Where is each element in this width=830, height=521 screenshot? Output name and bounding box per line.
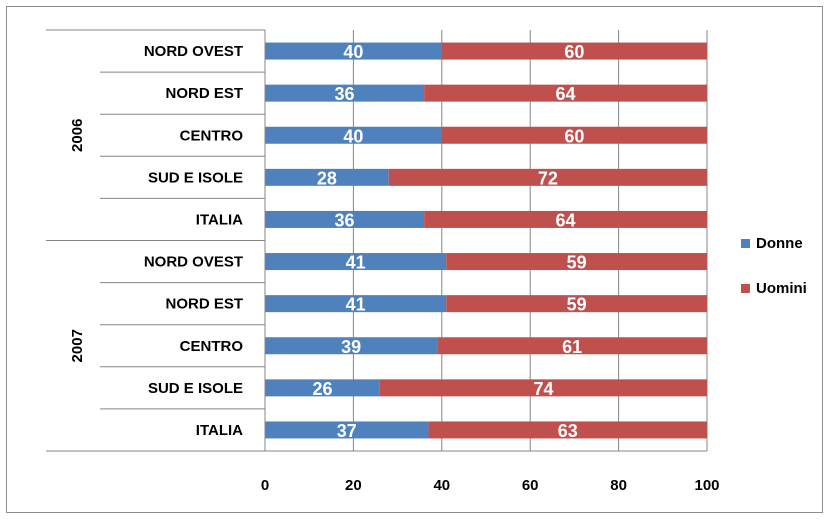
data-label: 37 [337, 421, 357, 441]
bar-uomini [437, 337, 707, 355]
legend: Donne Uomini [741, 235, 807, 297]
category-label: ITALIA [196, 211, 243, 228]
bar-donne [265, 337, 438, 355]
x-tick-labels: 0 20 40 60 80 100 [261, 477, 720, 494]
axes [46, 29, 707, 452]
category-label: NORD EST [165, 85, 243, 102]
x-tick-label: 80 [610, 477, 627, 494]
legend-label-uomini: Uomini [756, 280, 807, 297]
data-label: 41 [346, 253, 366, 273]
data-label: 59 [567, 253, 587, 273]
bar-donne [265, 295, 447, 313]
data-label: 60 [564, 42, 584, 62]
group-label: 2007 [69, 329, 86, 362]
bar-donne [265, 253, 447, 271]
bar-uomini [424, 210, 707, 228]
bar-donne [265, 42, 442, 60]
bar-uomini [428, 421, 707, 439]
x-tick-label: 100 [694, 477, 719, 494]
category-label: NORD EST [165, 296, 243, 313]
category-labels: NORD OVEST NORD EST CENTRO SUD E ISOLE ITALI… [144, 43, 244, 439]
category-label: ITALIA [196, 422, 243, 439]
bar-uomini [441, 42, 707, 60]
data-label: 60 [564, 126, 584, 146]
category-label: NORD OVEST [144, 43, 243, 60]
bar-uomini [379, 379, 707, 397]
legend-swatch-uomini [741, 284, 750, 293]
x-tick-label: 20 [345, 477, 362, 494]
bar-donne [265, 126, 442, 144]
bar-uomini [446, 295, 707, 313]
category-label: SUD E ISOLE [148, 380, 243, 397]
x-tick-label: 0 [261, 477, 269, 494]
bar-uomini [388, 168, 707, 186]
group-labels: 2006 2007 [69, 119, 86, 363]
bar-uomini [441, 126, 707, 144]
data-label: 74 [533, 379, 553, 399]
data-label: 36 [335, 210, 355, 230]
bar-donne [265, 210, 425, 228]
data-label: 59 [567, 295, 587, 315]
group-label: 2006 [69, 119, 86, 152]
legend-label-donne: Donne [756, 235, 803, 252]
x-tick-label: 60 [522, 477, 539, 494]
category-label: SUD E ISOLE [148, 169, 243, 186]
data-label: 40 [343, 42, 363, 62]
bar-uomini [446, 253, 707, 271]
data-label: 36 [335, 84, 355, 104]
data-label: 41 [346, 295, 366, 315]
x-tick-label: 40 [433, 477, 450, 494]
data-label: 72 [538, 168, 558, 188]
data-label: 64 [556, 210, 576, 230]
data-label: 63 [558, 421, 578, 441]
data-label: 26 [312, 379, 332, 399]
bar-donne [265, 168, 389, 186]
data-labels: 40 60 36 64 40 60 28 72 36 64 41 59 41 59 39 61 26 74 37 63 [312, 42, 586, 441]
bar-donne [265, 84, 425, 102]
bar-uomini [424, 84, 707, 102]
bar-donne [265, 421, 429, 439]
data-label: 28 [317, 168, 337, 188]
category-label: CENTRO [180, 127, 244, 144]
data-label: 39 [341, 337, 361, 357]
category-label: CENTRO [180, 338, 244, 355]
data-label: 64 [556, 84, 576, 104]
legend-swatch-donne [741, 239, 750, 248]
bars [265, 42, 707, 439]
data-label: 40 [343, 126, 363, 146]
bar-donne [265, 379, 380, 397]
category-label: NORD OVEST [144, 254, 243, 271]
data-label: 61 [562, 337, 582, 357]
